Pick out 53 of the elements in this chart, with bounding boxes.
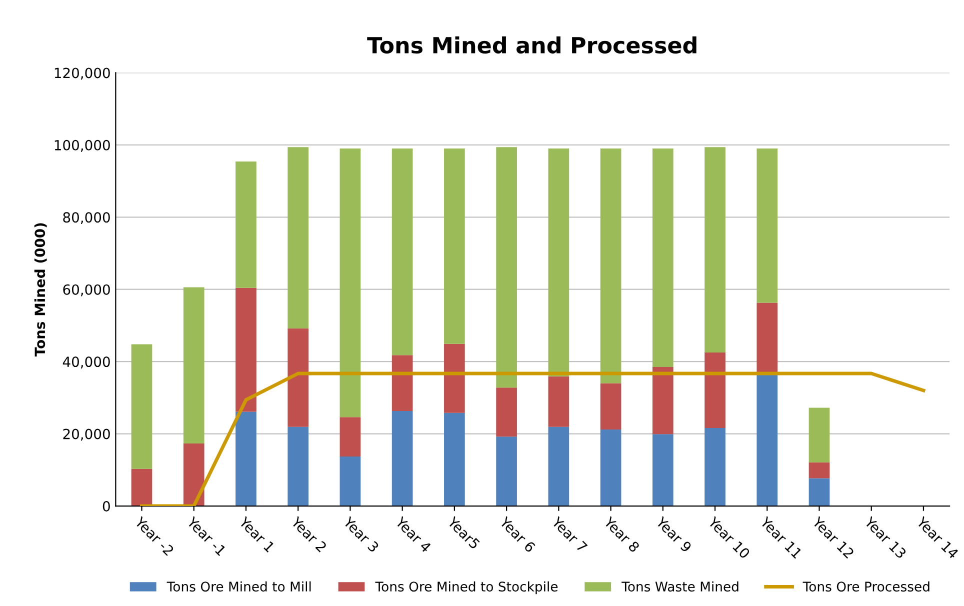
bar	[444, 412, 465, 506]
bar	[288, 147, 309, 328]
bar	[183, 287, 204, 444]
bar	[652, 366, 674, 434]
bar	[756, 148, 778, 303]
bar	[704, 352, 726, 428]
bar	[756, 374, 778, 506]
bar	[496, 147, 517, 388]
bar	[652, 434, 674, 506]
bar	[808, 462, 830, 478]
bar	[183, 444, 204, 506]
y-tick-label: 80,000	[63, 212, 110, 224]
legend-label: Tons Ore Mined to Mill	[166, 581, 311, 592]
bar	[548, 376, 570, 427]
bar	[131, 468, 152, 506]
bar	[444, 148, 465, 344]
bar	[236, 162, 256, 288]
bar	[652, 148, 674, 367]
chart-title: Tons Mined and Processed	[367, 36, 696, 54]
bar	[340, 456, 361, 506]
bar	[236, 288, 256, 412]
legend-label: Tons Ore Mined to Stockpile	[375, 581, 558, 594]
bar	[600, 429, 622, 506]
bar	[548, 148, 570, 376]
legend-label: Tons Waste Mined	[622, 581, 738, 592]
bar	[444, 344, 465, 413]
bar	[236, 412, 256, 506]
bar	[600, 383, 622, 430]
bar	[600, 148, 622, 384]
bar	[392, 411, 413, 506]
y-tick-label: 100,000	[54, 140, 110, 152]
y-axis-title: Tons Mined (000)	[34, 223, 47, 357]
bar	[704, 147, 726, 353]
legend-label: Tons Ore Processed	[802, 581, 930, 592]
y-tick-label: 20,000	[63, 428, 110, 441]
bar	[496, 436, 517, 506]
bar	[808, 478, 830, 506]
line-series	[140, 372, 926, 506]
y-tick-label: 60,000	[63, 284, 110, 296]
y-tick-label: 120,000	[54, 68, 110, 80]
y-tick-label: 40,000	[62, 356, 110, 368]
bar	[288, 426, 309, 506]
bar	[340, 148, 361, 418]
bar	[392, 148, 413, 356]
y-tick-label: 0	[102, 500, 110, 512]
bar	[340, 417, 361, 457]
bar	[288, 328, 309, 427]
bar	[704, 428, 726, 506]
bar	[131, 344, 152, 469]
bar	[808, 408, 830, 462]
bar	[496, 388, 517, 437]
bar	[548, 426, 570, 506]
bar	[392, 355, 413, 412]
